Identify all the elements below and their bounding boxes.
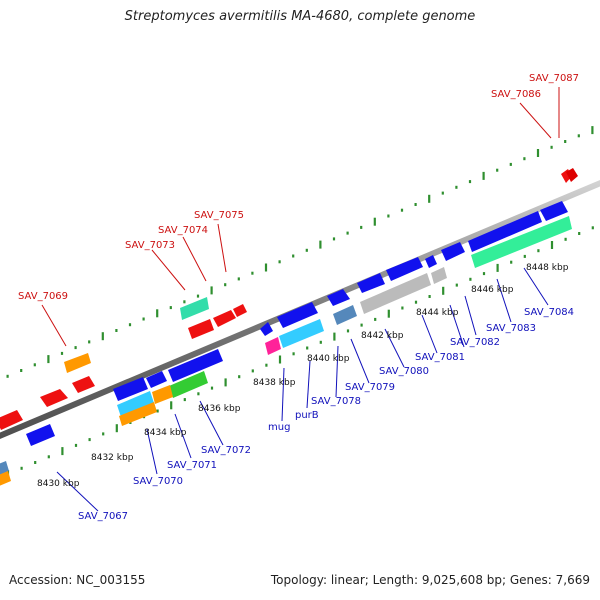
gene-edge-blue[interactable] — [0, 461, 9, 475]
gene-red[interactable] — [40, 389, 68, 407]
scale-label: 8440 kbp — [307, 354, 350, 364]
gene-label-sav-7074[interactable]: SAV_7074 — [158, 225, 208, 236]
gene-blue-4[interactable] — [425, 255, 437, 268]
gene-blue-3[interactable] — [441, 242, 465, 261]
gene-blue-12[interactable] — [113, 377, 148, 401]
gene-sav-7069[interactable] — [72, 376, 95, 393]
gene-sav-7081[interactable] — [431, 267, 447, 284]
gene-sav-7075[interactable] — [188, 319, 214, 339]
gene-sav-7070a[interactable] — [117, 391, 154, 417]
gene-label-sav-7073[interactable]: SAV_7073 — [125, 240, 175, 251]
scale-label: 8446 kbp — [471, 285, 514, 295]
tick-marks — [6, 126, 594, 478]
genome-title: Streptomyces avermitilis MA-4680, comple… — [124, 9, 476, 24]
gene-sav-7079[interactable] — [333, 305, 357, 325]
gene-label-sav-7086[interactable]: SAV_7086 — [491, 89, 541, 100]
gene-label-sav-7072[interactable]: SAV_7072 — [201, 445, 251, 456]
gene-sav-7072[interactable] — [169, 371, 208, 398]
gene-orange[interactable] — [64, 353, 91, 373]
gene-blue-7[interactable] — [327, 289, 350, 306]
gene-sav-7074[interactable] — [213, 310, 236, 327]
gene-blue-10[interactable] — [168, 349, 223, 382]
gene-label-sav-7080[interactable]: SAV_7080 — [379, 366, 429, 377]
gene-sav-7073[interactable] — [233, 304, 247, 317]
gene-purb[interactable] — [279, 319, 324, 348]
scale-label: 8442 kbp — [361, 331, 404, 341]
gene-label-mug[interactable]: mug — [268, 422, 290, 433]
gene-red-left[interactable] — [0, 410, 23, 430]
gene-blue-5[interactable] — [386, 257, 423, 281]
gene-blue-8[interactable] — [277, 302, 318, 328]
scale-label: 8436 kbp — [198, 404, 241, 414]
gene-sav-7070b[interactable] — [119, 402, 157, 426]
gene-block[interactable] — [180, 297, 209, 320]
gene-label-sav-7067[interactable]: SAV_7067 — [78, 511, 128, 522]
gene-sav-7084[interactable] — [471, 216, 572, 268]
gene-label-sav-7079[interactable]: SAV_7079 — [345, 382, 395, 393]
scale-label: 8444 kbp — [416, 308, 459, 318]
scale-label: 8434 kbp — [144, 428, 187, 438]
gene-label-purb[interactable]: purB — [295, 410, 319, 421]
scale-label: 8438 kbp — [253, 378, 296, 388]
gene-label-sav-7078[interactable]: SAV_7078 — [311, 396, 361, 407]
gene-label-sav-7075[interactable]: SAV_7075 — [194, 210, 244, 221]
accession-text: Accession: NC_003155 — [9, 573, 146, 587]
gene-label-sav-7071[interactable]: SAV_7071 — [167, 460, 217, 471]
gene-sav-7071[interactable] — [152, 385, 173, 404]
bottom-gene-labels: SAV_7084 SAV_7083 SAV_7082 SAV_7081 SAV_… — [78, 307, 574, 522]
gene-label-sav-7087[interactable]: SAV_7087 — [529, 73, 579, 84]
scale-label: 8430 kbp — [37, 479, 80, 489]
scale-label: 8432 kbp — [91, 453, 134, 463]
gene-blue-11[interactable] — [146, 371, 167, 388]
gene-label-sav-7070[interactable]: SAV_7070 — [133, 476, 183, 487]
gene-label-sav-7081[interactable]: SAV_7081 — [415, 352, 465, 363]
scale-label: 8448 kbp — [526, 263, 569, 273]
gene-label-sav-7069[interactable]: SAV_7069 — [18, 291, 68, 302]
gene-blue-13[interactable] — [26, 424, 55, 446]
gene-blue-2[interactable] — [468, 211, 542, 252]
gene-sav-7086[interactable] — [566, 168, 578, 182]
gene-blue-1[interactable] — [540, 201, 568, 221]
label-leaders — [41, 87, 560, 512]
gene-blue-9[interactable] — [260, 322, 273, 336]
gene-features — [0, 168, 578, 486]
gene-edge-orange[interactable] — [0, 471, 11, 486]
top-gene-labels: SAV_7087 SAV_7086 SAV_7075 SAV_7074 SAV_… — [18, 73, 579, 302]
gene-mug[interactable] — [265, 337, 281, 355]
gene-blue-6[interactable] — [357, 273, 385, 293]
gene-label-sav-7082[interactable]: SAV_7082 — [450, 337, 500, 348]
gene-label-sav-7083[interactable]: SAV_7083 — [486, 323, 536, 334]
scale-labels: 8430 kbp 8432 kbp 8434 kbp 8436 kbp 8438… — [37, 263, 569, 489]
genome-stats-text: Topology: linear; Length: 9,025,608 bp; … — [270, 573, 590, 587]
gene-sav-7080[interactable] — [360, 273, 431, 314]
gene-label-sav-7084[interactable]: SAV_7084 — [524, 307, 574, 318]
